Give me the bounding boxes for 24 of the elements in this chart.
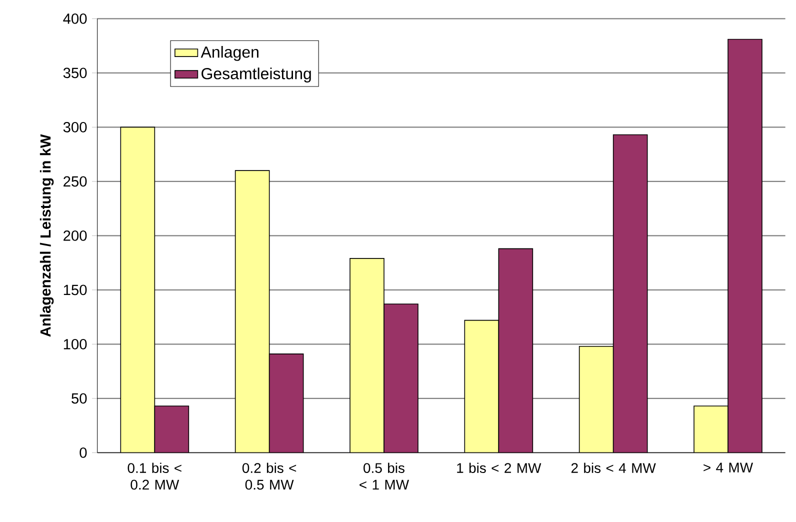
y-tick-label: 250 — [64, 176, 87, 187]
x-tick-label: 1 bis < 2 MW — [457, 462, 542, 474]
y-tick-label: 0 — [80, 447, 87, 458]
y-tick-label: 400 — [63, 13, 87, 24]
legend-label: Anlagen — [200, 46, 258, 61]
legend-label: Gesamtleistung — [202, 68, 311, 82]
x-tick-label: 2 bis < 4 MW — [571, 462, 656, 474]
y-tick-label: 200 — [64, 230, 87, 241]
x-tick-label: 0.1 bis < 0.2 MW — [128, 462, 182, 490]
y-axis-title: Anlagenzahl / Leistung in kW — [40, 134, 54, 337]
bar — [694, 406, 728, 453]
x-tick-label: 0.2 bis < 0.5 MW — [242, 462, 296, 490]
x-tick-label: 0.5 bis < 1 MW — [360, 462, 410, 490]
y-tick-label: 300 — [63, 122, 87, 132]
bar — [578, 346, 614, 453]
bar — [234, 170, 270, 453]
y-tick-label: 100 — [64, 338, 87, 350]
bar — [350, 258, 384, 453]
bar — [120, 126, 156, 453]
y-tick-label: 50 — [72, 393, 87, 404]
x-tick-label: > 4 MW — [704, 462, 754, 472]
y-tick-label: 350 — [63, 68, 87, 78]
y-tick-label: 150 — [64, 284, 87, 296]
bar — [464, 320, 500, 453]
